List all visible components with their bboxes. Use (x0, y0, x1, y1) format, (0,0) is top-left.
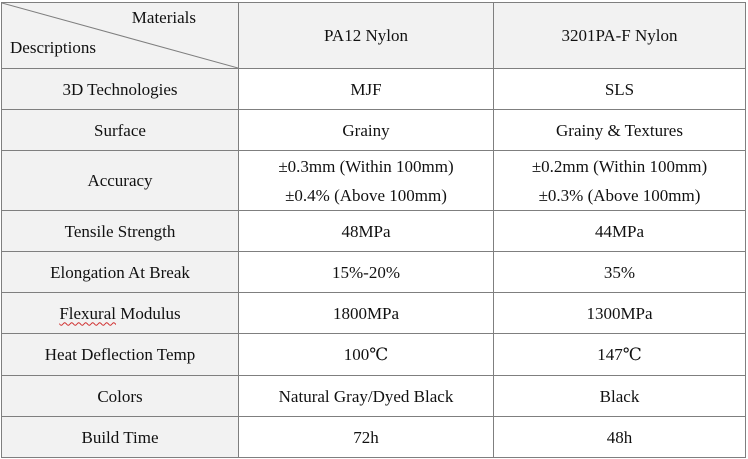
row-label-tensile-strength: Tensile Strength (1, 210, 239, 252)
material-heading-3201pa-f: 3201PA-F Nylon (493, 2, 746, 69)
cell-3201pa-f-tensile-strength: 44MPa (493, 210, 746, 252)
material-heading-pa12: PA12 Nylon (238, 2, 494, 69)
row-label-build-time: Build Time (1, 416, 239, 458)
cell-pa12-elongation-at-break: 15%-20% (238, 251, 494, 293)
cell-3201pa-f-surface: Grainy & Textures (493, 109, 746, 151)
cell-3201pa-f-colors: Black (493, 375, 746, 417)
table-row: Surface Grainy Grainy & Textures (1, 109, 746, 151)
table-row: Accuracy ±0.3mm (Within 100mm) ±0.4% (Ab… (1, 150, 746, 211)
materials-heading: Materials (131, 8, 196, 27)
row-label-flexural-modulus: Flexural Modulus (1, 292, 239, 334)
row-label-surface: Surface (1, 109, 239, 151)
cell-pa12-heat-deflection-temp: 100℃ (238, 333, 494, 376)
cell-3201pa-f-3d-technologies: SLS (493, 68, 746, 110)
table-row: Tensile Strength 48MPa 44MPa (1, 210, 746, 252)
cell-pa12-tensile-strength: 48MPa (238, 210, 494, 252)
label-remainder: Modulus (115, 303, 181, 323)
cell-3201pa-f-elongation-at-break: 35% (493, 251, 746, 293)
cell-pa12-flexural-modulus: 1800MPa (238, 292, 494, 334)
cell-3201pa-f-build-time: 48h (493, 416, 746, 458)
cell-3201pa-f-heat-deflection-temp: 147℃ (493, 333, 746, 376)
row-label-3d-technologies: 3D Technologies (1, 68, 239, 110)
cell-3201pa-f-accuracy: ±0.2mm (Within 100mm) ±0.3% (Above 100mm… (493, 150, 746, 211)
table-row: 3D Technologies MJF SLS (1, 68, 746, 110)
cell-pa12-surface: Grainy (238, 109, 494, 151)
row-label-colors: Colors (1, 375, 239, 417)
table-row: Flexural Modulus 1800MPa 1300MPa (1, 292, 746, 334)
header-row: Materials Descriptions PA12 Nylon 3201PA… (1, 2, 746, 69)
table-row: Heat Deflection Temp 100℃ 147℃ (1, 333, 746, 376)
accuracy-line-2: ±0.3% (Above 100mm) (538, 185, 701, 205)
cell-3201pa-f-flexural-modulus: 1300MPa (493, 292, 746, 334)
row-label-accuracy: Accuracy (1, 150, 239, 211)
cell-pa12-build-time: 72h (238, 416, 494, 458)
cell-pa12-accuracy: ±0.3mm (Within 100mm) ±0.4% (Above 100mm… (238, 150, 494, 211)
accuracy-line-1: ±0.2mm (Within 100mm) (531, 156, 708, 176)
row-label-heat-deflection-temp: Heat Deflection Temp (1, 333, 239, 376)
accuracy-line-2: ±0.4% (Above 100mm) (285, 185, 447, 205)
cell-pa12-colors: Natural Gray/Dyed Black (238, 375, 494, 417)
spellcheck-flagged-word: Flexural (59, 303, 116, 323)
diagonal-divider (2, 3, 238, 68)
row-label-elongation-at-break: Elongation At Break (1, 251, 239, 293)
accuracy-line-1: ±0.3mm (Within 100mm) (278, 156, 454, 176)
table-row: Build Time 72h 48h (1, 416, 746, 458)
corner-header-cell: Materials Descriptions (1, 2, 239, 69)
table-row: Elongation At Break 15%-20% 35% (1, 251, 746, 293)
cell-pa12-3d-technologies: MJF (238, 68, 494, 110)
descriptions-heading: Descriptions (10, 38, 96, 57)
table-row: Colors Natural Gray/Dyed Black Black (1, 375, 746, 417)
